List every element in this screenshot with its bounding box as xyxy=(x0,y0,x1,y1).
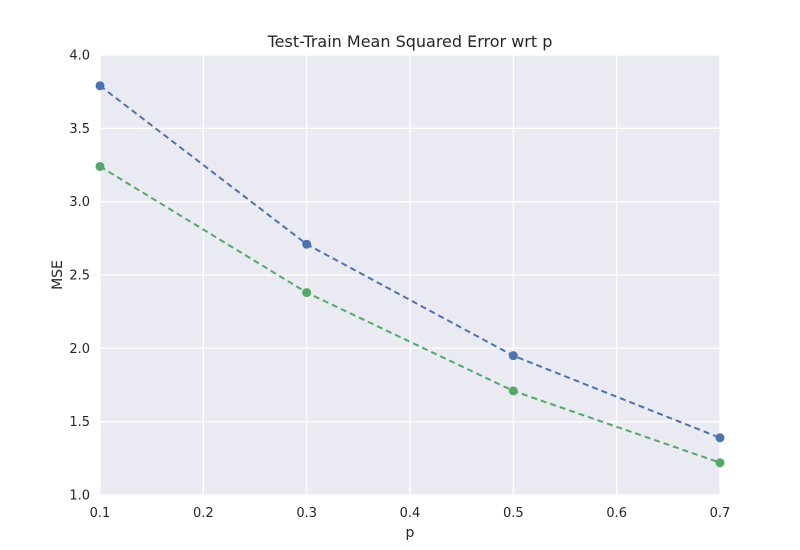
y-tick-label: 1.5 xyxy=(69,415,90,430)
x-tick-label: 0.4 xyxy=(400,506,421,521)
x-tick-label: 0.6 xyxy=(606,506,627,521)
grid-lines xyxy=(99,54,721,496)
y-tick-label: 2.0 xyxy=(69,342,90,357)
series-1-point xyxy=(508,351,518,361)
y-tick-label: 2.5 xyxy=(69,269,90,284)
series-2-point xyxy=(95,161,105,171)
chart-title: Test-Train Mean Squared Error wrt p xyxy=(267,32,553,51)
series-1-point xyxy=(95,81,105,91)
series-2-point xyxy=(715,458,725,468)
y-tick-label: 4.0 xyxy=(69,49,90,64)
x-tick-label: 0.3 xyxy=(296,506,317,521)
x-tick-label: 0.2 xyxy=(193,506,214,521)
series-1-point xyxy=(715,433,725,443)
y-tick-label: 3.5 xyxy=(69,122,90,137)
series-2-line xyxy=(99,165,721,464)
y-axis-label: MSE xyxy=(50,260,66,290)
series-1-point xyxy=(302,239,312,249)
series-layer xyxy=(95,81,725,468)
y-tick-label: 3.0 xyxy=(69,195,90,210)
x-tick-label: 0.5 xyxy=(503,506,524,521)
series-2-point xyxy=(302,288,312,298)
series-2-point xyxy=(508,386,518,396)
x-tick-label: 0.1 xyxy=(90,506,111,521)
x-tick-labels: 0.1 0.2 0.3 0.4 0.5 0.6 0.7 xyxy=(90,506,731,521)
y-tick-labels: 1.0 1.5 2.0 2.5 3.0 3.5 4.0 xyxy=(69,49,90,504)
x-tick-label: 0.7 xyxy=(710,506,731,521)
x-axis-label: p xyxy=(406,525,415,541)
series-1-line xyxy=(99,85,721,439)
y-tick-label: 1.0 xyxy=(69,489,90,504)
